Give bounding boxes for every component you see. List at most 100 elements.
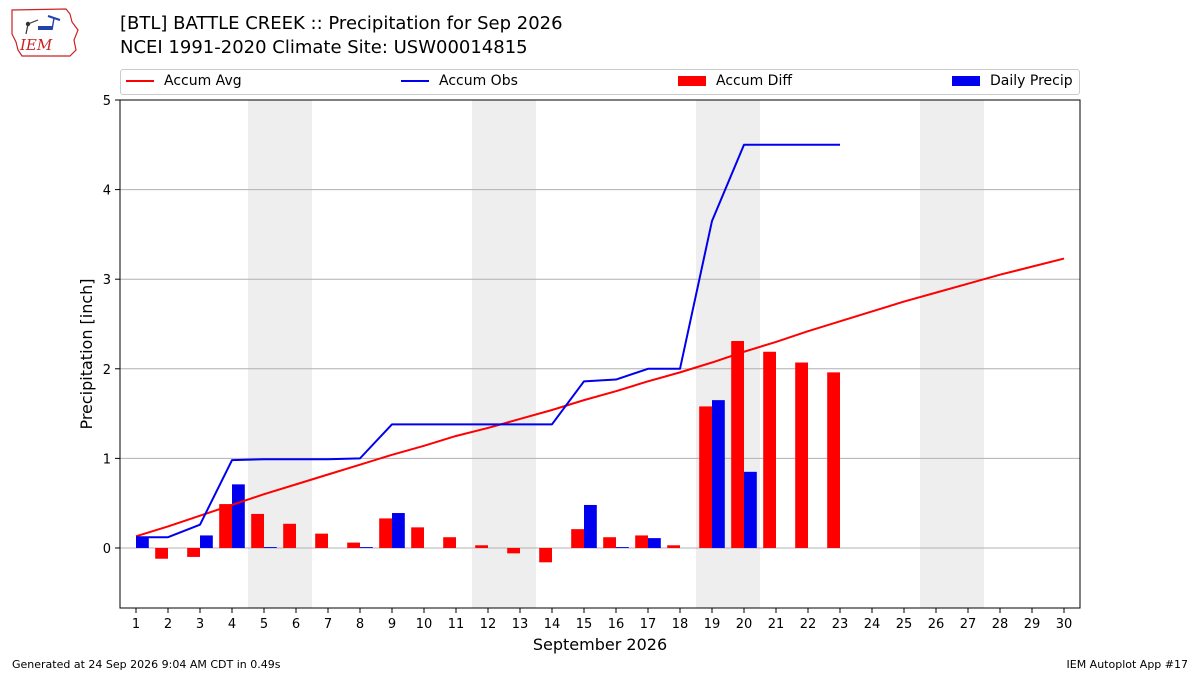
accum-diff-bar — [187, 547, 200, 557]
legend-label: Daily Precip — [990, 73, 1073, 89]
legend-label: Accum Diff — [716, 73, 793, 89]
legend-swatch — [952, 76, 980, 86]
accum-diff-bar — [219, 504, 232, 548]
legend-swatch — [678, 76, 706, 86]
x-tick-label: 11 — [448, 617, 465, 632]
daily-precip-bar — [616, 547, 629, 548]
accum-diff-bar — [379, 518, 392, 548]
x-tick-label: 21 — [768, 617, 785, 632]
x-tick-label: 4 — [228, 617, 236, 632]
accum-diff-bar — [731, 341, 744, 548]
daily-precip-bar — [264, 547, 277, 548]
x-tick-label: 26 — [928, 617, 945, 632]
accum-diff-bar — [667, 545, 680, 548]
weekend-band — [472, 100, 536, 608]
legend-label: Accum Avg — [164, 73, 242, 89]
x-tick-label: 12 — [480, 617, 497, 632]
accum-diff-bar — [827, 372, 840, 548]
iem-logo: IEM — [11, 8, 79, 57]
x-tick-label: 2 — [164, 617, 172, 632]
x-tick-label: 9 — [388, 617, 396, 632]
accum-diff-bar — [539, 547, 552, 563]
accum-diff-bar — [411, 527, 424, 548]
x-tick-label: 6 — [292, 617, 300, 632]
legend-item-accum-obs: Accum Obs — [401, 73, 518, 89]
daily-precip-bar — [392, 513, 405, 548]
plot-frame — [119, 99, 1081, 609]
accum-diff-bar — [443, 537, 456, 548]
x-tick-label: 16 — [608, 617, 625, 632]
weekend-shading — [248, 100, 984, 608]
y-tick-label: 1 — [103, 452, 111, 467]
accum-diff-bar — [635, 535, 648, 548]
x-axis-label: September 2026 — [533, 635, 667, 654]
daily-precip-bar — [744, 471, 757, 548]
x-tick-label: 13 — [512, 617, 529, 632]
x-tick-label: 19 — [704, 617, 721, 632]
accum-diff-bar — [475, 545, 488, 548]
y-axis-label: Precipitation [inch] — [77, 278, 96, 429]
accum-obs-line — [136, 143, 840, 539]
daily-precip-bar — [136, 537, 149, 548]
accum-diff-bar — [795, 362, 808, 548]
accum-avg-line — [135, 257, 1065, 538]
x-tick-label: 5 — [260, 617, 268, 632]
logo-text: IEM — [19, 36, 53, 54]
x-tick-label: 10 — [416, 617, 433, 632]
legend: Accum Avg Accum Obs Accum Diff Daily Pre… — [120, 69, 1080, 95]
x-tick-label: 30 — [1056, 617, 1073, 632]
daily-precip-bar — [584, 504, 597, 548]
chart-title: [BTL] BATTLE CREEK :: Precipitation for … — [120, 13, 563, 34]
accum-diff-bar — [251, 513, 264, 548]
accum-diff-bar — [283, 523, 296, 548]
x-tick-label: 24 — [864, 617, 881, 632]
accum-diff-bar — [155, 547, 168, 559]
legend-item-accum-diff: Accum Diff — [678, 73, 792, 89]
y-tick-label: 2 — [103, 363, 111, 378]
legend-swatch — [126, 80, 154, 82]
x-tick-label: 1 — [132, 617, 140, 632]
x-tick-label: 17 — [640, 617, 657, 632]
daily-precip-bar — [232, 484, 245, 548]
legend-item-accum-avg: Accum Avg — [126, 73, 242, 89]
x-tick-label: 14 — [544, 617, 561, 632]
footer-app-id: IEM Autoplot App #17 — [1066, 658, 1189, 671]
y-tick-label: 3 — [103, 273, 111, 288]
x-tick-label: 25 — [896, 617, 913, 632]
x-tick-label: 27 — [960, 617, 977, 632]
accum-diff-bar — [507, 547, 520, 554]
weekend-band — [920, 100, 984, 608]
lines — [135, 143, 1065, 539]
x-tick-label: 23 — [832, 617, 849, 632]
x-tick-label: 28 — [992, 617, 1009, 632]
x-tick-label: 8 — [356, 617, 364, 632]
y-tick-label: 0 — [103, 542, 111, 557]
legend-swatch — [401, 80, 429, 82]
legend-label: Accum Obs — [439, 73, 518, 89]
accum-diff-bar — [603, 537, 616, 548]
daily-precip-bar — [648, 538, 661, 548]
accum-diff-bar — [347, 542, 360, 548]
x-tick-label: 22 — [800, 617, 817, 632]
accum-diff-bar — [571, 529, 584, 548]
legend-item-daily-precip: Daily Precip — [952, 73, 1073, 89]
x-tick-label: 20 — [736, 617, 753, 632]
x-tick-label: 3 — [196, 617, 204, 632]
accum-diff-bar — [315, 533, 328, 548]
daily-precip-bar — [200, 535, 213, 548]
x-tick-label: 18 — [672, 617, 689, 632]
bars — [136, 341, 840, 563]
daily-precip-bar — [360, 547, 373, 548]
accum-diff-bar — [763, 351, 776, 548]
x-tick-label: 15 — [576, 617, 593, 632]
y-tick-label: 4 — [103, 184, 111, 199]
accum-diff-bar — [699, 406, 712, 548]
footer-generated-note: Generated at 24 Sep 2026 9:04 AM CDT in … — [12, 658, 281, 671]
y-tick-label: 5 — [103, 94, 111, 109]
chart-subtitle: NCEI 1991-2020 Climate Site: USW00014815 — [120, 37, 528, 58]
x-tick-label: 7 — [324, 617, 332, 632]
x-tick-label: 29 — [1024, 617, 1041, 632]
daily-precip-bar — [712, 400, 725, 548]
